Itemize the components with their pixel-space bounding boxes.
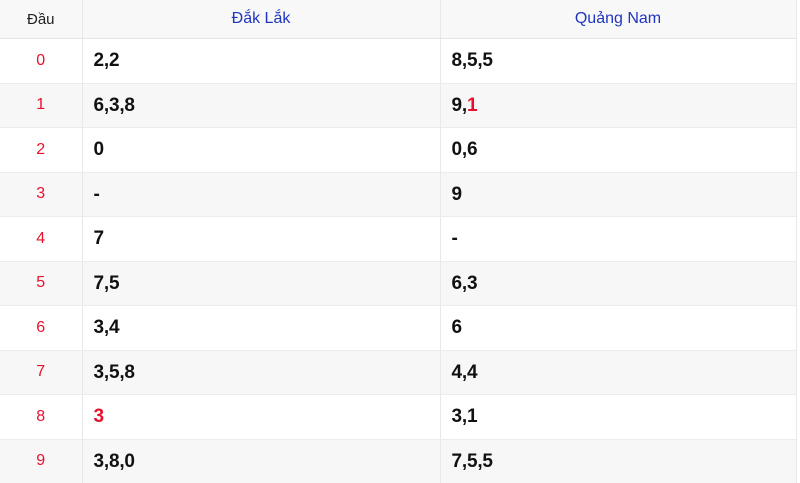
- cell-head-digit: 4: [0, 217, 82, 262]
- cell-province-2: 6,3: [440, 261, 796, 306]
- tail-digits-value: 7,5,5: [441, 452, 796, 471]
- tail-digits-value: 6: [441, 318, 796, 337]
- table-row: 5 7,5 6,3: [0, 261, 796, 306]
- cell-province-1: 3,8,0: [82, 439, 440, 483]
- head-digit-value: 4: [0, 231, 82, 247]
- tail-digits-value: 0,6: [441, 140, 796, 159]
- cell-head-digit: 9: [0, 439, 82, 483]
- head-digit-value: 3: [0, 186, 82, 202]
- cell-province-2: 9,1: [440, 83, 796, 128]
- column-header-province-2-label[interactable]: Quảng Nam: [441, 11, 796, 27]
- head-digit-value: 2: [0, 142, 82, 158]
- column-header-head-digit: Đầu: [0, 0, 82, 39]
- cell-province-1: 3: [82, 395, 440, 440]
- table-row: 1 6,3,8 9,1: [0, 83, 796, 128]
- cell-province-2: 9: [440, 172, 796, 217]
- tail-digits-value: 6,3: [441, 274, 796, 293]
- tail-digits-value: 7: [83, 229, 440, 248]
- column-header-province-1-label[interactable]: Đắk Lắk: [83, 11, 440, 27]
- head-digit-value: 0: [0, 53, 82, 69]
- cell-province-2: 0,6: [440, 128, 796, 173]
- cell-province-1: 3,4: [82, 306, 440, 351]
- tail-digits-value: 2,2: [83, 51, 440, 70]
- cell-head-digit: 1: [0, 83, 82, 128]
- column-header-province-1[interactable]: Đắk Lắk: [82, 0, 440, 39]
- cell-province-1: 7,5: [82, 261, 440, 306]
- tail-digits-value: -: [83, 185, 440, 204]
- tail-digits-value: 3,5,8: [83, 363, 440, 382]
- tail-digits-value: 4,4: [441, 363, 796, 382]
- head-digit-value: 7: [0, 364, 82, 380]
- cell-province-1: 3,5,8: [82, 350, 440, 395]
- cell-head-digit: 6: [0, 306, 82, 351]
- cell-province-2: 4,4: [440, 350, 796, 395]
- cell-head-digit: 7: [0, 350, 82, 395]
- cell-province-2: 7,5,5: [440, 439, 796, 483]
- cell-province-2: -: [440, 217, 796, 262]
- tail-digits-value: 3,1: [441, 407, 796, 426]
- tail-digits-value: 9: [441, 185, 796, 204]
- column-header-province-2[interactable]: Quảng Nam: [440, 0, 796, 39]
- cell-province-2: 6: [440, 306, 796, 351]
- table-row: 8 3 3,1: [0, 395, 796, 440]
- head-digit-value: 5: [0, 275, 82, 291]
- tail-digits-value: 8,5,5: [441, 51, 796, 70]
- table-row: 2 0 0,6: [0, 128, 796, 173]
- table-header-row: Đầu Đắk Lắk Quảng Nam: [0, 0, 796, 39]
- head-digit-value: 9: [0, 453, 82, 469]
- cell-head-digit: 5: [0, 261, 82, 306]
- cell-head-digit: 3: [0, 172, 82, 217]
- head-digit-value: 6: [0, 320, 82, 336]
- tail-digits-value: 0: [83, 140, 440, 159]
- head-digit-value: 1: [0, 97, 82, 113]
- cell-province-2: 3,1: [440, 395, 796, 440]
- cell-province-1: 7: [82, 217, 440, 262]
- table-row: 0 2,2 8,5,5: [0, 39, 796, 84]
- tail-digits-value: 3: [83, 407, 440, 426]
- tail-digits-highlight-part: 1: [467, 95, 477, 116]
- table-header: Đầu Đắk Lắk Quảng Nam: [0, 0, 796, 39]
- cell-head-digit: 8: [0, 395, 82, 440]
- cell-province-1: 6,3,8: [82, 83, 440, 128]
- cell-province-2: 8,5,5: [440, 39, 796, 84]
- table-body: 0 2,2 8,5,5 1 6,3,8 9,1 2: [0, 39, 796, 483]
- tail-digits-value: 7,5: [83, 274, 440, 293]
- head-digit-value: 8: [0, 409, 82, 425]
- table-row: 6 3,4 6: [0, 306, 796, 351]
- cell-province-1: 2,2: [82, 39, 440, 84]
- tail-digits-plain-part: 9,: [452, 95, 467, 116]
- cell-head-digit: 2: [0, 128, 82, 173]
- cell-head-digit: 0: [0, 39, 82, 84]
- table-row: 3 - 9: [0, 172, 796, 217]
- tail-digits-value: 3,4: [83, 318, 440, 337]
- tail-digits-value: -: [441, 229, 796, 248]
- table-row: 7 3,5,8 4,4: [0, 350, 796, 395]
- tail-digits-value: 6,3,8: [83, 96, 440, 115]
- column-header-head-digit-label: Đầu: [0, 12, 82, 27]
- cell-province-1: -: [82, 172, 440, 217]
- table-row: 9 3,8,0 7,5,5: [0, 439, 796, 483]
- tail-digits-value: 9,1: [441, 96, 796, 115]
- cell-province-1: 0: [82, 128, 440, 173]
- table-row: 4 7 -: [0, 217, 796, 262]
- tail-digits-value: 3,8,0: [83, 452, 440, 471]
